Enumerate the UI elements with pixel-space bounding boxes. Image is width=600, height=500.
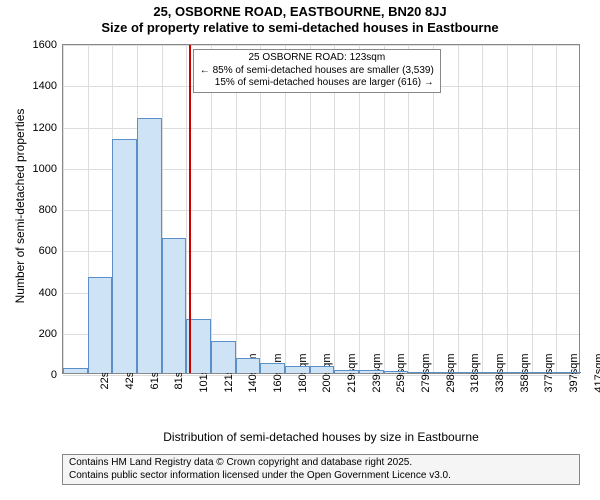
grid-line-v <box>458 45 459 373</box>
annotation-line-1: 25 OSBORNE ROAD: 123sqm <box>200 52 434 65</box>
grid-line-v <box>285 45 286 373</box>
y-tick-label: 1600 <box>33 39 63 51</box>
reference-line <box>189 45 191 373</box>
histogram-bar <box>137 118 162 373</box>
grid-line-v <box>433 45 434 373</box>
y-axis-label: Number of semi-detached properties <box>13 96 27 316</box>
grid-line-v <box>211 45 212 373</box>
chart-subtitle: Size of property relative to semi-detach… <box>0 20 600 36</box>
annotation-box: 25 OSBORNE ROAD: 123sqm ← 85% of semi-de… <box>193 49 441 93</box>
grid-line-v <box>507 45 508 373</box>
grid-line-v <box>482 45 483 373</box>
y-tick-label: 1200 <box>33 122 63 134</box>
annotation-line-3: 15% of semi-detached houses are larger (… <box>200 77 434 90</box>
chart-title: 25, OSBORNE ROAD, EASTBOURNE, BN20 8JJ <box>0 0 600 20</box>
annotation-line-2: ← 85% of semi-detached houses are smalle… <box>200 65 434 78</box>
x-axis-label: Distribution of semi-detached houses by … <box>62 430 580 444</box>
y-tick-label: 1000 <box>33 163 63 175</box>
y-tick-label: 400 <box>39 287 63 299</box>
footer-line-1: Contains HM Land Registry data © Crown c… <box>69 457 573 470</box>
grid-line-h <box>63 45 579 46</box>
grid-line-v <box>334 45 335 373</box>
y-tick-label: 1400 <box>33 80 63 92</box>
y-tick-label: 200 <box>39 328 63 340</box>
grid-line-v <box>408 45 409 373</box>
grid-line-v <box>260 45 261 373</box>
grid-line-v <box>384 45 385 373</box>
y-tick-label: 800 <box>39 204 63 216</box>
y-tick-label: 0 <box>51 369 63 381</box>
grid-line-v <box>556 45 557 373</box>
chart-container: 25, OSBORNE ROAD, EASTBOURNE, BN20 8JJ S… <box>0 0 600 500</box>
plot-area: 0200400600800100012001400160022sqm42sqm6… <box>62 44 580 374</box>
histogram-bar <box>112 139 137 373</box>
grid-line-v <box>359 45 360 373</box>
grid-line-v <box>236 45 237 373</box>
grid-line-v <box>310 45 311 373</box>
footer-attribution: Contains HM Land Registry data © Crown c… <box>62 454 580 485</box>
footer-line-2: Contains public sector information licen… <box>69 470 573 483</box>
grid-line-v <box>532 45 533 373</box>
y-tick-label: 600 <box>39 245 63 257</box>
x-tick-label: 417sqm <box>569 353 600 392</box>
grid-line-v <box>63 45 64 373</box>
